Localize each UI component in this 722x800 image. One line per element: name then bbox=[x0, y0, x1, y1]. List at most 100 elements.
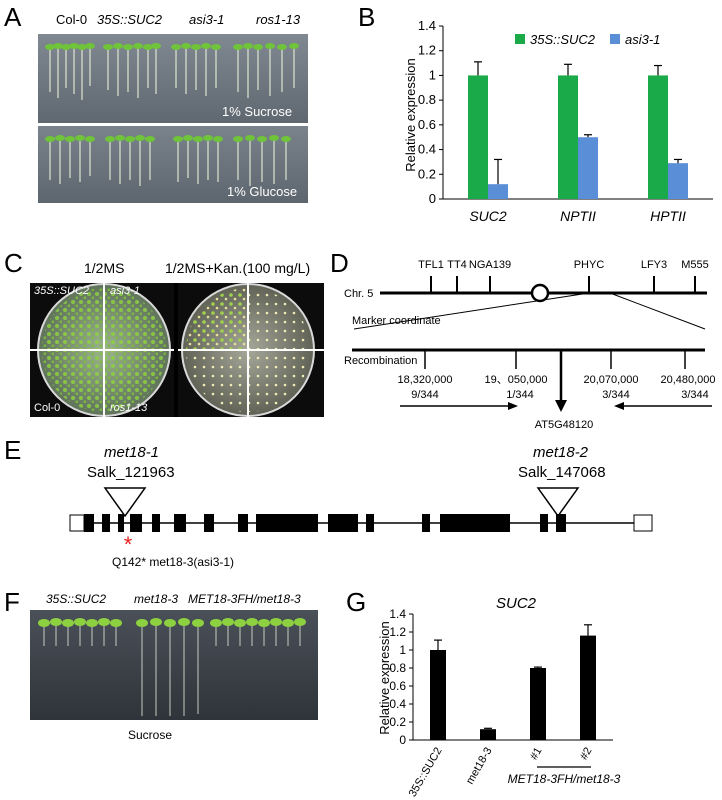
x-tick-label: HPTII bbox=[650, 208, 686, 224]
marker-label: TFL1 bbox=[418, 259, 444, 271]
y-tick-label: 1.4 bbox=[389, 607, 406, 621]
panel-label-f: F bbox=[4, 587, 20, 617]
seedlings-f bbox=[38, 618, 306, 716]
bar bbox=[558, 75, 578, 199]
bar bbox=[468, 75, 488, 199]
chromosome-label: Chr. 5 bbox=[344, 288, 373, 300]
chart-b-ylabel: Relative expression bbox=[403, 58, 418, 171]
coordinate-label: 20,070,000 bbox=[583, 374, 638, 386]
x-tick-label: #1 bbox=[528, 746, 545, 763]
coordinate-label: 20,480,000 bbox=[660, 374, 715, 386]
seedling-photo-sucrose bbox=[38, 34, 308, 123]
marker-label: M555 bbox=[681, 259, 709, 271]
x-tick-label: NPTII bbox=[560, 208, 596, 224]
bar bbox=[668, 163, 688, 199]
y-tick-label: 0.2 bbox=[418, 166, 436, 181]
condition-label-glucose: 1% Glucose bbox=[227, 184, 298, 199]
mutation-label: Q142* met18-3(asi3-1) bbox=[112, 555, 235, 569]
panel-label-b: B bbox=[358, 2, 376, 32]
panel-label-c: C bbox=[4, 248, 23, 278]
panel-label-g: G bbox=[346, 587, 367, 617]
chart-b: Relative expression 0 0.2 0.4 0.6 0.8 1 1.2 1.4… bbox=[403, 18, 713, 224]
y-tick-label: 1.2 bbox=[418, 43, 436, 58]
y-tick-label: 0.4 bbox=[418, 142, 436, 157]
genotype-label: Col-0 bbox=[56, 12, 88, 27]
genotype-label: 35S::SUC2 bbox=[46, 592, 107, 606]
genotype-label: ros1-13 bbox=[256, 12, 301, 27]
salk-line-1: Salk_121963 bbox=[87, 464, 175, 481]
x-tick-label: 35S::SUC2 bbox=[407, 746, 445, 800]
plate-title-left: 1/2MS bbox=[84, 260, 125, 276]
x-tick-label: met18-3 bbox=[464, 746, 495, 787]
y-tick-label: 0.4 bbox=[389, 697, 406, 711]
legend-label: asi3-1 bbox=[625, 32, 660, 47]
chart-g-title: SUC2 bbox=[496, 595, 537, 612]
recombination-value: 3/344 bbox=[681, 389, 709, 401]
bar bbox=[480, 729, 496, 740]
y-tick-label: 0.6 bbox=[389, 679, 406, 693]
plate-photo bbox=[30, 283, 324, 417]
quadrant-label: asi3-1 bbox=[110, 285, 140, 297]
seedling-photo-glucose bbox=[38, 126, 308, 203]
genotype-label: met18-3 bbox=[134, 592, 179, 606]
y-tick-label: 0.8 bbox=[418, 92, 436, 107]
utr-5 bbox=[69, 514, 85, 532]
marker-coordinate-label: Marker coordinate bbox=[352, 315, 441, 327]
quadrant-label: 35S::SUC2 bbox=[34, 285, 90, 297]
condition-label-f: Sucrose bbox=[128, 728, 173, 742]
chart-b-ylabel-text: Relative expression bbox=[403, 58, 418, 171]
recombination-value: 1/344 bbox=[506, 389, 534, 401]
bar bbox=[430, 650, 446, 740]
exons bbox=[84, 514, 566, 532]
chart-g: SUC2 Relative expression 0 0.2 0.4 0.6 0.8 1 1… bbox=[377, 595, 621, 800]
recombination-value: 3/344 bbox=[602, 389, 630, 401]
allele-label-1: met18-1 bbox=[104, 444, 160, 461]
coordinate-label: 18,320,000 bbox=[397, 374, 452, 386]
quadrant-label: Col-0 bbox=[34, 402, 61, 414]
panel-label-e: E bbox=[4, 435, 22, 465]
legend-swatch bbox=[610, 34, 620, 44]
candidate-gene-label: AT5G48120 bbox=[535, 419, 594, 431]
centromere bbox=[530, 283, 550, 303]
plate-title-right: 1/2MS+Kan.(100 mg/L) bbox=[165, 260, 311, 276]
mapping-diagram: TFL1 TT4 NGA139 PHYC LFY3 M555 Chr. 5 Ma… bbox=[344, 259, 716, 431]
recombination-value: 9/344 bbox=[411, 389, 439, 401]
mutation-star: * bbox=[124, 532, 133, 557]
seedling-photo-f bbox=[30, 610, 318, 720]
tdna-insertion-1 bbox=[103, 487, 147, 518]
legend-swatch bbox=[515, 34, 525, 44]
y-tick-label: 1.2 bbox=[389, 625, 406, 639]
marker-label: PHYC bbox=[574, 259, 605, 271]
y-tick-label: 0 bbox=[429, 191, 436, 206]
seedlings-glucose bbox=[45, 135, 291, 186]
condition-label-sucrose: 1% Sucrose bbox=[222, 104, 293, 119]
marker-label: LFY3 bbox=[641, 259, 667, 271]
bar bbox=[580, 635, 596, 740]
chart-g-ylabel: Relative expression bbox=[377, 621, 392, 734]
tdna-insertion-2 bbox=[536, 487, 580, 518]
utr-3 bbox=[633, 514, 653, 532]
y-tick-label: 1 bbox=[399, 643, 406, 657]
genotype-label: 35S::SUC2 bbox=[97, 12, 163, 27]
x-tick-label: #2 bbox=[578, 746, 595, 763]
marker-label: NGA139 bbox=[469, 259, 511, 271]
allele-label-2: met18-2 bbox=[533, 444, 589, 461]
y-tick-label: 1 bbox=[429, 67, 436, 82]
gene-structure: * bbox=[69, 487, 653, 557]
y-tick-label: 0.2 bbox=[389, 715, 406, 729]
y-tick-label: 0 bbox=[399, 733, 406, 747]
bar bbox=[578, 137, 598, 199]
bar bbox=[530, 668, 546, 740]
y-tick-label: 0.6 bbox=[418, 117, 436, 132]
genotype-label: MET18-3FH/met18-3 bbox=[188, 592, 301, 606]
panel-label-d: D bbox=[330, 248, 349, 278]
bar bbox=[488, 184, 508, 199]
bar bbox=[648, 75, 668, 199]
marker-label: TT4 bbox=[447, 259, 467, 271]
y-tick-label: 1.4 bbox=[418, 18, 436, 33]
x-tick-label: SUC2 bbox=[469, 208, 507, 224]
plates bbox=[30, 283, 324, 417]
recombination-label: Recombination bbox=[344, 355, 417, 367]
genotype-label: asi3-1 bbox=[189, 12, 225, 27]
salk-line-2: Salk_147068 bbox=[518, 464, 606, 481]
